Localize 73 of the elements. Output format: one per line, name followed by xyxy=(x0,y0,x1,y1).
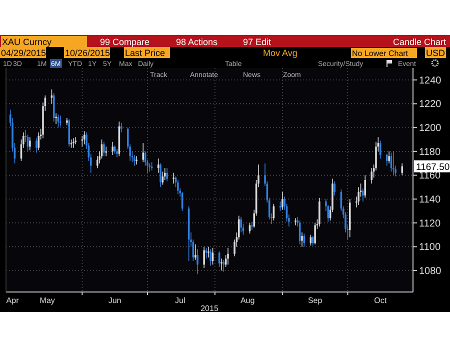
candlestick xyxy=(240,216,242,233)
text: Candle Chart xyxy=(392,37,446,47)
text: 98 Actions xyxy=(176,37,218,47)
candlestick xyxy=(196,248,198,275)
text: 99 Compare xyxy=(100,37,150,47)
x-tick-label: Sep xyxy=(308,296,323,305)
candlestick xyxy=(364,174,366,198)
x-tick-label: Oct xyxy=(374,296,388,305)
candlestick xyxy=(227,248,229,265)
text: 97 Edit xyxy=(243,37,272,47)
candlestick xyxy=(282,192,284,210)
x-axis-title: 2015 xyxy=(200,304,219,313)
y-tick-label: 1200 xyxy=(419,123,442,134)
candlestick xyxy=(74,136,77,145)
candlestick xyxy=(358,186,360,206)
candlestick xyxy=(388,151,390,164)
x-tick-label: May xyxy=(40,296,55,305)
candlestick xyxy=(142,142,144,163)
candlestick xyxy=(68,118,70,148)
candlestick xyxy=(401,162,404,176)
candlestick xyxy=(160,162,162,188)
candlestick xyxy=(386,153,388,166)
y-tick-label: 1180 xyxy=(419,146,441,158)
x-tick-label: Apr xyxy=(6,296,20,305)
candlestick xyxy=(83,130,86,145)
text: Mov Avg xyxy=(263,48,298,58)
y-tick-label: 1100 xyxy=(419,242,441,254)
y-tick-label: 1080 xyxy=(419,266,442,278)
candlestick xyxy=(29,136,31,151)
y-tick-label: 1240 xyxy=(419,75,442,86)
candlestick xyxy=(210,248,212,266)
candlestick xyxy=(392,151,394,176)
candlestick xyxy=(301,232,303,248)
y-tick-label: 1220 xyxy=(419,99,442,110)
candlestick xyxy=(112,141,114,156)
candlestick xyxy=(60,115,62,127)
candlestick xyxy=(103,141,105,157)
y-tick-label: 1120 xyxy=(419,218,441,230)
candlestick xyxy=(203,246,205,269)
text: XAU Curncy xyxy=(2,37,52,47)
x-tick-label: Aug xyxy=(240,296,255,305)
candlestick xyxy=(157,158,160,174)
candlestick xyxy=(222,259,225,272)
candlestick xyxy=(362,188,364,202)
candlestick xyxy=(194,244,196,260)
candlestick xyxy=(370,168,373,184)
candlestick xyxy=(177,180,179,195)
candlestick xyxy=(312,236,314,246)
text: No Lower Chart xyxy=(352,49,409,58)
candlestick xyxy=(318,197,320,227)
candlestick xyxy=(52,92,55,122)
candlestick xyxy=(36,138,38,153)
candlestick xyxy=(379,140,382,159)
text: Last Price xyxy=(125,48,166,58)
y-tick-label: 1140 xyxy=(419,194,441,206)
candlestick xyxy=(279,201,282,212)
candlestick xyxy=(334,180,336,196)
candlestick xyxy=(120,122,122,133)
text: 04/29/2015 xyxy=(1,48,46,58)
candlestick xyxy=(220,258,222,271)
x-tick-label: Jul xyxy=(175,296,186,305)
candlestick xyxy=(136,156,138,165)
text: USD xyxy=(426,48,446,58)
x-tick-label: Jun xyxy=(108,296,122,305)
candlestick xyxy=(172,172,174,184)
annotation: 1167.50 xyxy=(416,162,450,173)
candlestick xyxy=(38,132,40,151)
candlestick xyxy=(148,162,151,172)
text: 10/26/2015 xyxy=(65,48,110,58)
candlestick xyxy=(134,154,136,166)
candlestick xyxy=(314,222,316,245)
candlestick xyxy=(96,156,98,168)
candlestick xyxy=(166,168,168,182)
